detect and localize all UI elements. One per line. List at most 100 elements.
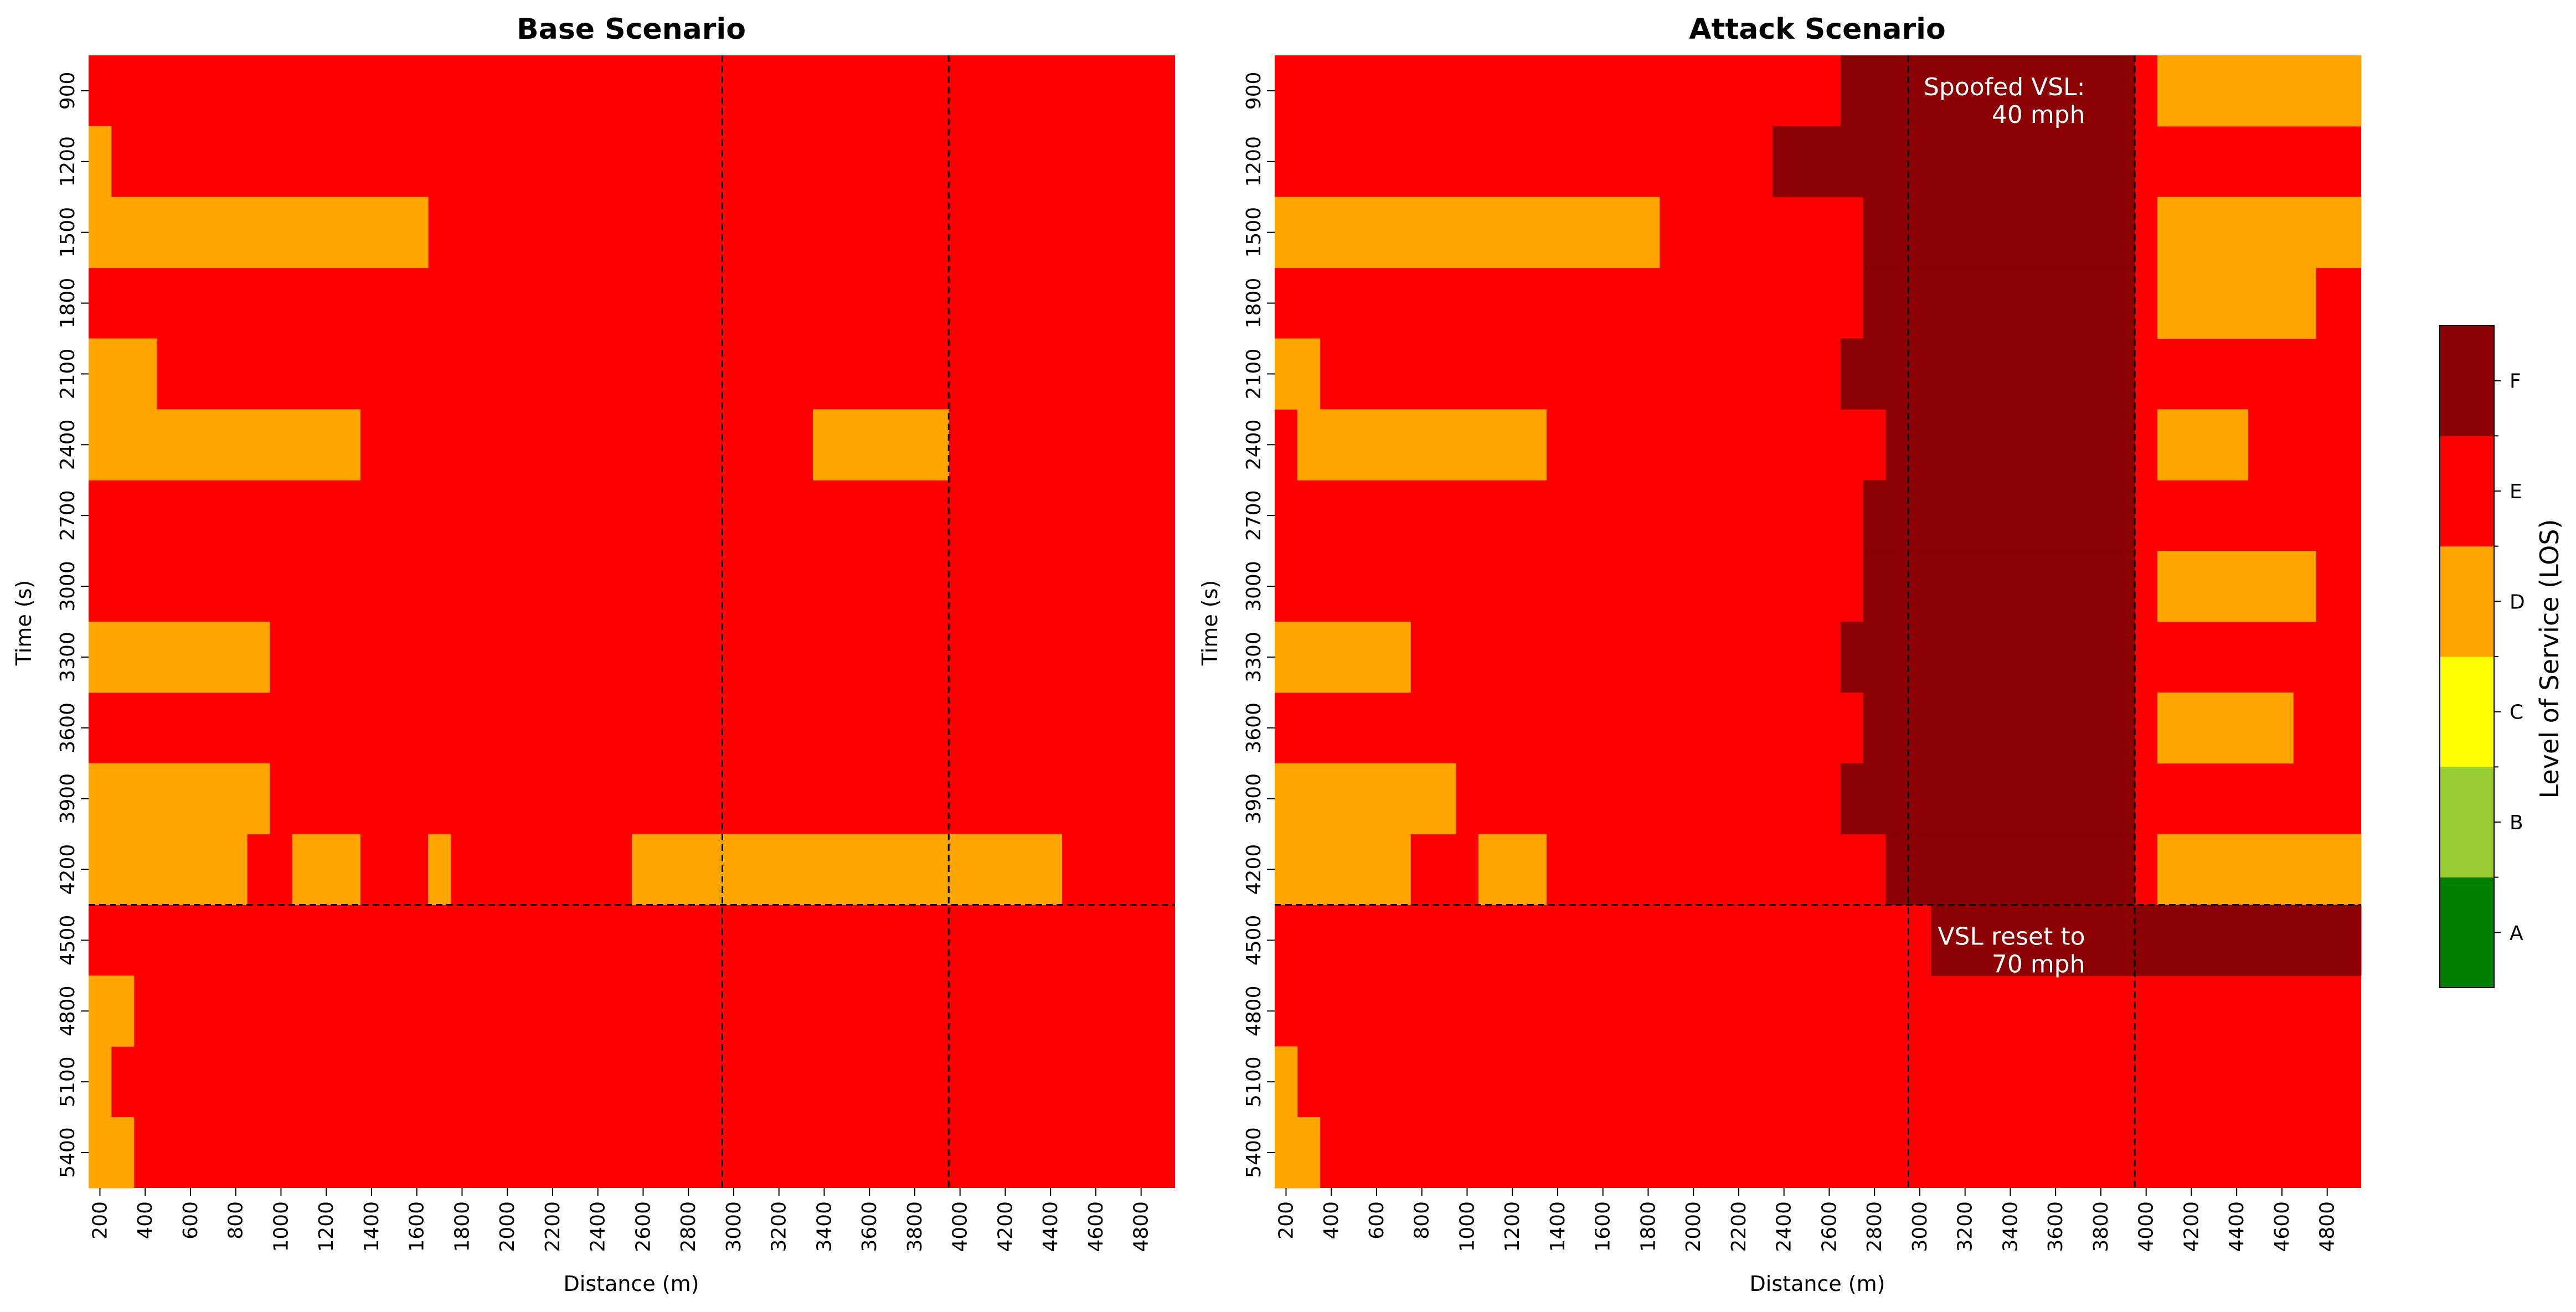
heatmap-cell (1275, 834, 1411, 905)
attack-y-ticks: 900 1200 1500 1800 2100 2400 2700 3000 3300 3600 3… (1243, 72, 1275, 1178)
x-tick-label: 4400 (1039, 1201, 1062, 1252)
x-tick-label: 2800 (677, 1201, 700, 1252)
y-tick-label: 4500 (56, 915, 79, 966)
colorbar-label: Level of Service (LOS) (2534, 519, 2564, 799)
x-tick-label: 4400 (2225, 1201, 2248, 1252)
y-tick-label: 3300 (1243, 632, 1265, 683)
y-tick-label: 1500 (1243, 207, 1265, 258)
x-tick-label: 3000 (1909, 1201, 1931, 1252)
y-tick-label: 3600 (1243, 703, 1265, 753)
heatmap-cell (1840, 763, 2135, 835)
colorbar-tick-label: A (2510, 922, 2523, 944)
heatmap-cell (89, 126, 112, 198)
heatmap-cell (1885, 409, 2135, 481)
base-reference-lines (89, 55, 1175, 1188)
x-tick-label: 4000 (949, 1201, 972, 1252)
colorbar-tick-labels: A B C D E F (2494, 370, 2525, 944)
colorbar-tick-label: E (2510, 481, 2522, 503)
x-tick-label: 1200 (1501, 1201, 1524, 1252)
colorbar-tick-label: D (2510, 591, 2525, 613)
x-tick-label: 1800 (451, 1201, 473, 1252)
x-tick-label: 3400 (813, 1201, 836, 1252)
heatmap-cell (2157, 197, 2316, 268)
x-tick-label: 1000 (270, 1201, 292, 1252)
y-tick-label: 2700 (56, 490, 79, 541)
y-tick-label: 1500 (56, 207, 79, 258)
y-tick-label: 3300 (56, 632, 79, 683)
colorbar-swatch-a (2440, 877, 2494, 988)
colorbar-swatch-d (2440, 546, 2494, 657)
x-tick-label: 3200 (1954, 1201, 1977, 1252)
y-tick-label: 900 (1243, 72, 1265, 110)
heatmap-cell (1275, 1117, 1321, 1189)
colorbar-tick-label: C (2510, 701, 2523, 724)
x-tick-label: 4200 (994, 1201, 1017, 1252)
y-tick-label: 1200 (56, 136, 79, 187)
x-tick-label: 2200 (542, 1201, 564, 1252)
y-tick-label: 3900 (56, 773, 79, 824)
los-colorbar: A B C D E F Level of Service (LOS) (2439, 325, 2564, 988)
heatmap-cell (2157, 55, 2362, 127)
y-tick-label: 1200 (1243, 136, 1265, 187)
base-x-ticks: 200 400 600 800 1000 1200 1400 1600 1800 2000 2200… (89, 1188, 1153, 1252)
x-tick-label: 2000 (496, 1201, 519, 1252)
x-tick-label: 4600 (2271, 1201, 2294, 1252)
x-tick-label: 1800 (1637, 1201, 1660, 1252)
heatmap-cell (1931, 905, 2362, 976)
heatmap-cell (292, 834, 360, 905)
base-y-axis-label: Time (s) (12, 580, 36, 667)
attack-x-ticks: 200 400 600 800 1000 1200 1400 1600 1800 2000 2200… (1275, 1188, 2339, 1252)
x-tick-label: 1600 (1592, 1201, 1615, 1252)
y-tick-label: 2400 (1243, 420, 1265, 471)
x-tick-label: 400 (1320, 1201, 1343, 1239)
x-tick-label: 3200 (768, 1201, 791, 1252)
heatmap-cell (89, 622, 270, 693)
x-tick-label: 1200 (315, 1201, 338, 1252)
y-tick-label: 4200 (1243, 844, 1265, 895)
x-tick-label: 2800 (1863, 1201, 1886, 1252)
x-tick-label: 1400 (1547, 1201, 1569, 1252)
x-tick-label: 1600 (406, 1201, 429, 1252)
x-tick-label: 4000 (2135, 1201, 2158, 1252)
base-scenario-title: Base Scenario (517, 13, 746, 46)
y-tick-label: 3600 (56, 703, 79, 753)
heatmap-cell (1478, 834, 1547, 905)
attack-y-axis-label: Time (s) (1198, 580, 1222, 667)
x-tick-label: 3800 (2090, 1201, 2113, 1252)
x-tick-label: 200 (89, 1201, 111, 1239)
heatmap-cell (89, 834, 248, 905)
heatmap-cell (1297, 409, 1547, 481)
attack-heatmap-cells (1275, 55, 2362, 1189)
x-tick-label: 600 (1366, 1201, 1388, 1239)
annotation-line: Spoofed VSL: (1924, 73, 2085, 101)
x-tick-label: 4200 (2180, 1201, 2203, 1252)
y-tick-label: 4800 (56, 986, 79, 1037)
heatmap-cell (1863, 480, 2135, 551)
x-tick-label: 400 (134, 1201, 157, 1239)
x-tick-label: 1400 (360, 1201, 383, 1252)
x-tick-label: 2200 (1728, 1201, 1750, 1252)
attack-reference-lines (1275, 55, 2361, 1188)
heatmap-cell (1275, 338, 1321, 410)
y-tick-label: 2100 (56, 349, 79, 400)
heatmap-cell (89, 1117, 135, 1189)
y-tick-label: 4500 (1243, 915, 1265, 966)
y-tick-label: 3900 (1243, 773, 1265, 824)
colorbar-swatch-b (2440, 767, 2494, 878)
heatmap-cell (2157, 409, 2249, 481)
x-tick-label: 4600 (1085, 1201, 1107, 1252)
heatmap-cell (2316, 197, 2362, 268)
colorbar-swatches (2439, 325, 2495, 988)
x-tick-label: 4800 (1130, 1201, 1153, 1252)
heatmap-cell (89, 197, 429, 268)
base-heatmap-cells (89, 55, 1175, 1189)
heatmap-cell (428, 834, 451, 905)
vsl-reset-annotation: VSL reset to 70 mph (1938, 923, 2085, 979)
x-tick-label: 1000 (1456, 1201, 1478, 1252)
heatmap-cell (1840, 622, 2135, 693)
x-tick-label: 3800 (904, 1201, 926, 1252)
base-scenario-panel: Base Scenario 200 400 600 800 1000 1200 1400 16… (12, 13, 1175, 1296)
heatmap-cell (813, 409, 949, 481)
heatmap-cell (1773, 126, 2135, 198)
heatmap-cell (1275, 622, 1411, 693)
